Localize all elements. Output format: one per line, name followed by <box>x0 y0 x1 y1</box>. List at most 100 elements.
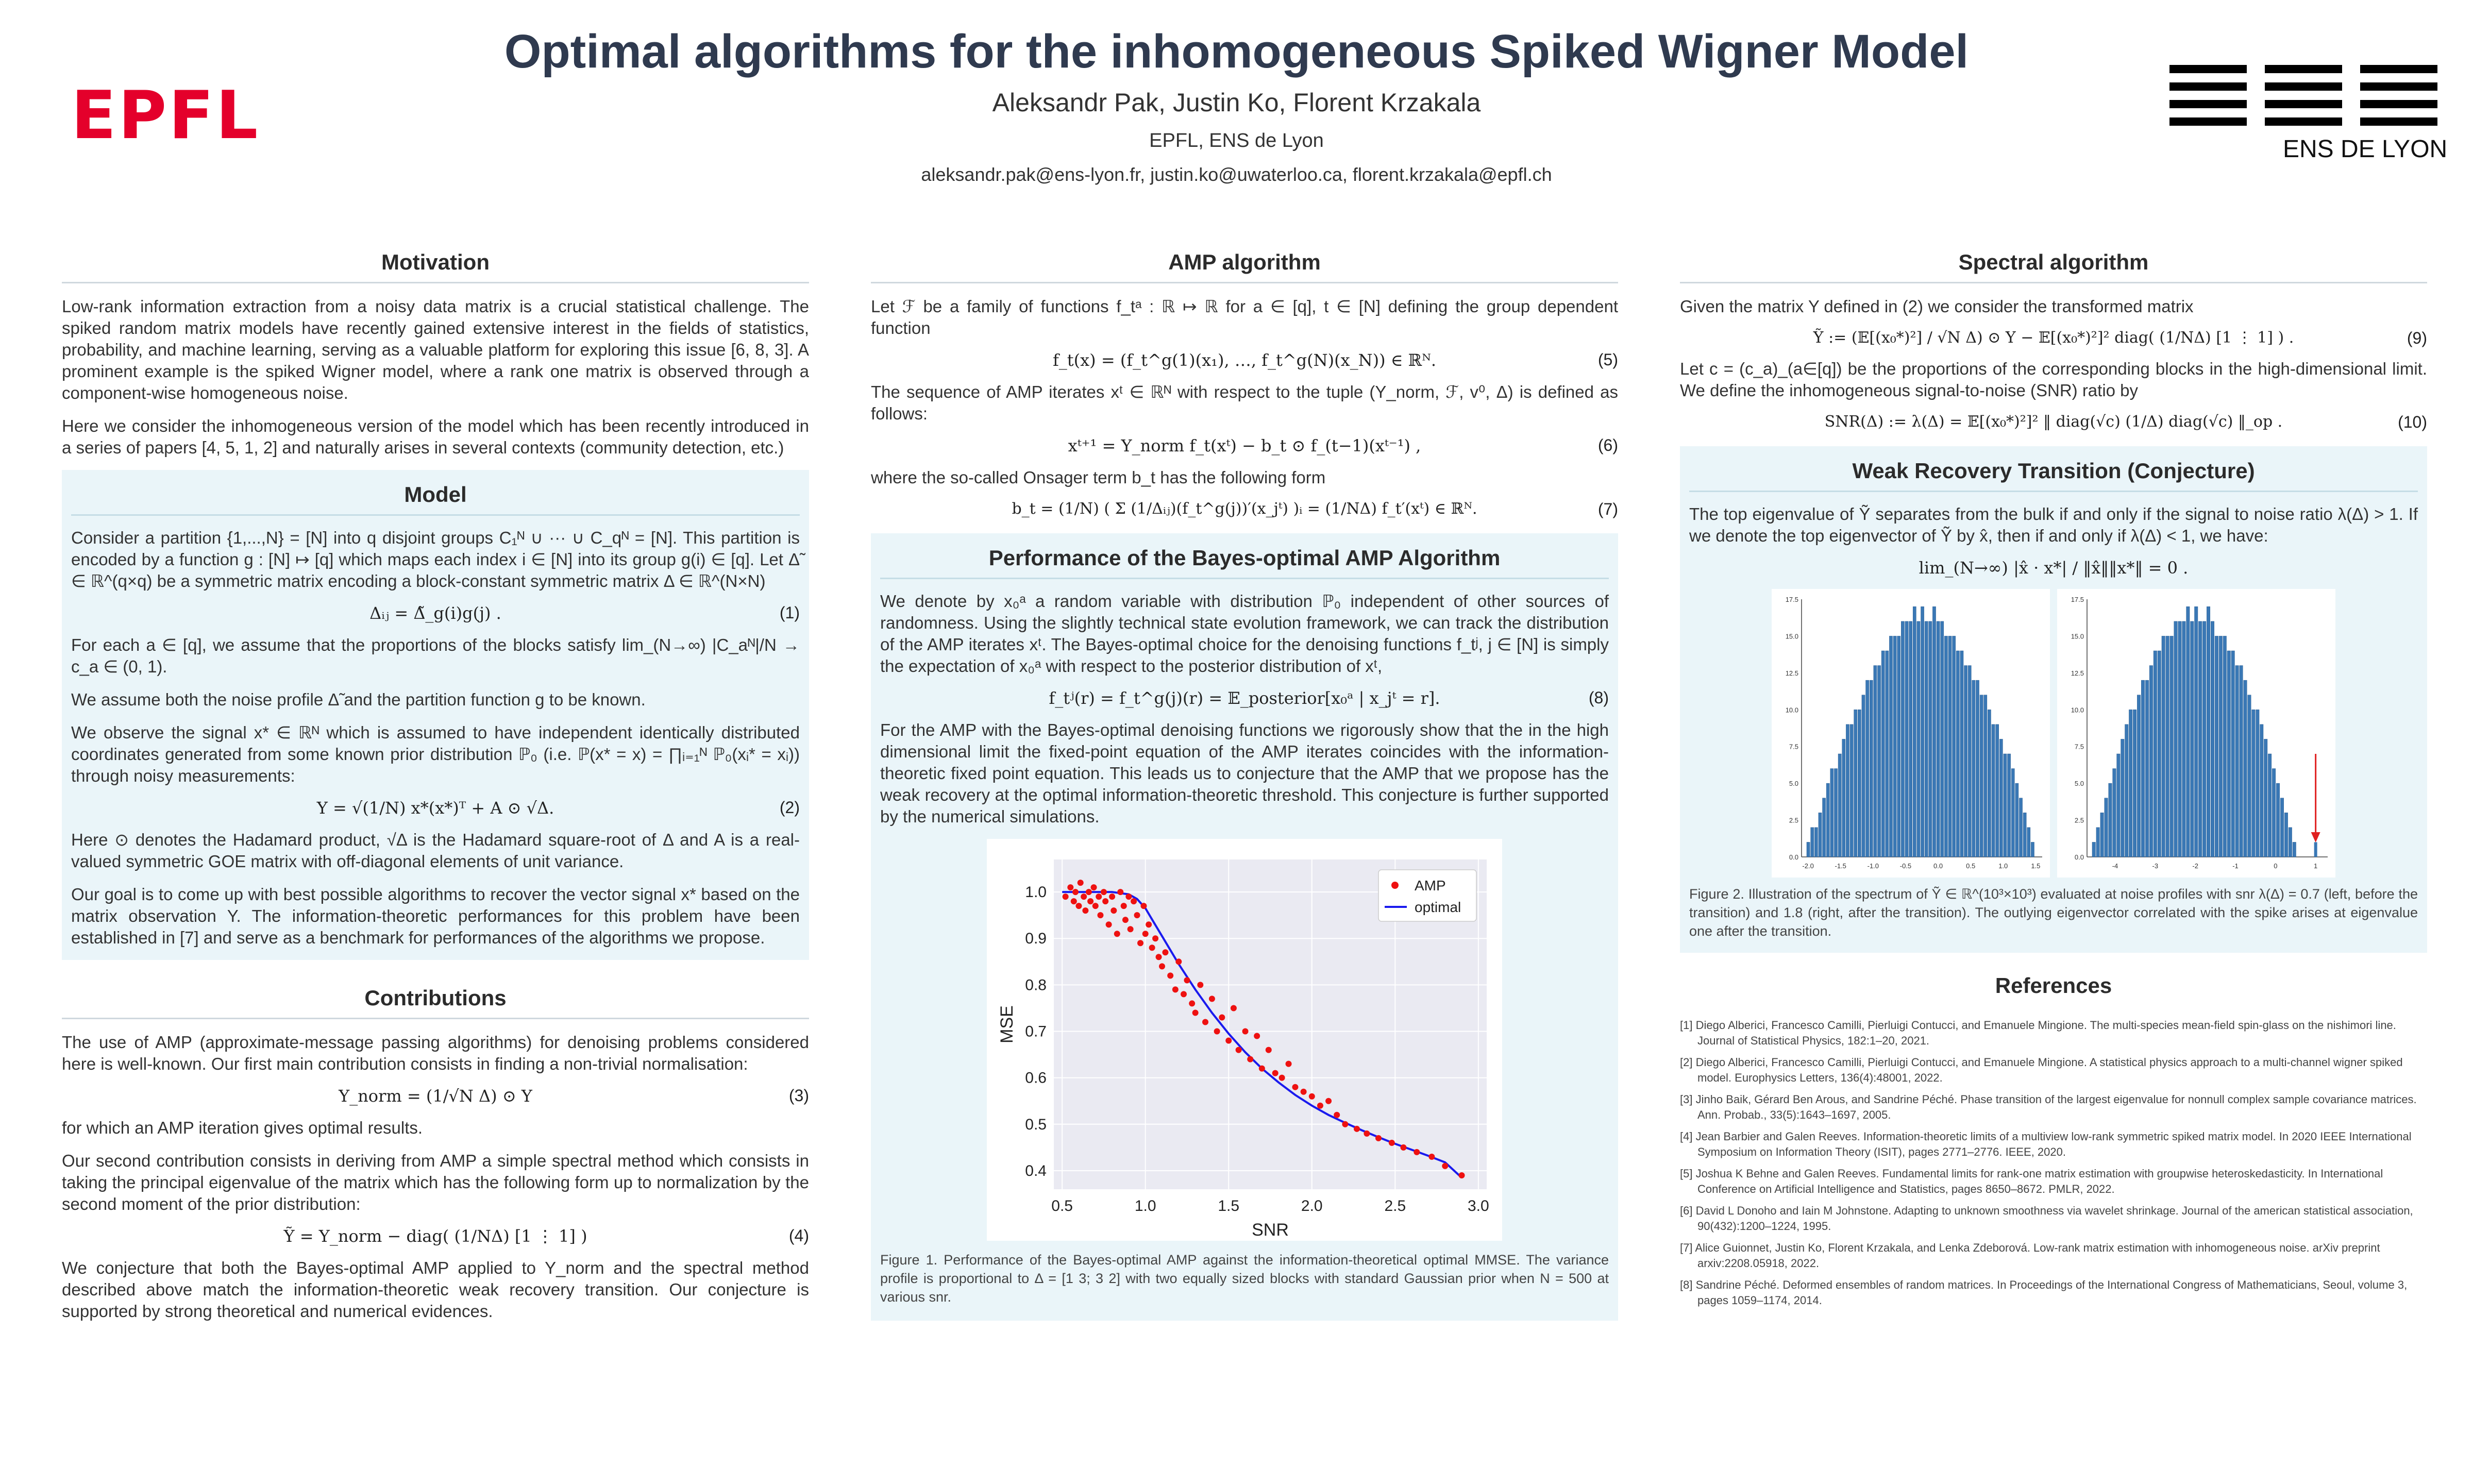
weak-recovery-equation: lim_(N→∞) |x̂ · x*| / ‖x̂‖‖x*‖ = 0 . <box>1919 558 2189 578</box>
amp-point <box>1096 893 1102 900</box>
histogram-bar <box>2031 842 2034 857</box>
amp-point <box>1122 917 1129 923</box>
performance-p2: For the AMP with the Bayes-optimal denoi… <box>880 720 1609 826</box>
histogram-bar <box>1967 665 1972 857</box>
model-p4: We observe the signal x* ∈ ℝᴺ which is a… <box>71 723 800 785</box>
amp-point <box>1159 963 1165 970</box>
x-tick-label: 2.5 <box>1384 1198 1406 1215</box>
x-tick-label: 3.0 <box>1468 1198 1489 1215</box>
reference-item: [7] Alice Guionnet, Justin Ko, Florent K… <box>1680 1241 2380 1270</box>
histogram-bar <box>2186 606 2190 857</box>
motivation-p2: Here we consider the inhomogeneous versi… <box>62 416 809 457</box>
histogram-bar <box>1964 665 1967 857</box>
histogram-bar <box>2007 753 2011 857</box>
middle-column: AMP algorithm Let ℱ be a family of funct… <box>871 250 1618 1321</box>
model-p5: Here ⊙ denotes the Hadamard product, √Δ … <box>71 830 800 871</box>
x-tick-label: 0 <box>2274 862 2277 870</box>
weak-recovery-title: Weak Recovery Transition (Conjecture) <box>1689 459 2418 492</box>
histogram-bar <box>2202 621 2207 857</box>
y-tick-label: 7.5 <box>2075 743 2084 751</box>
amp-point <box>1192 1009 1199 1016</box>
y-tick-label: 7.5 <box>1789 743 1798 751</box>
histogram-bar <box>1983 695 1988 857</box>
histogram-bar <box>2211 621 2214 857</box>
model-title: Model <box>71 482 800 516</box>
x-tick-label: 1.0 <box>1998 862 2008 870</box>
histogram-bar <box>1988 710 1991 857</box>
amp-point <box>1189 1000 1196 1007</box>
histogram-bar <box>1877 665 1881 857</box>
amp-point <box>1152 935 1159 942</box>
y-axis-label: MSE <box>997 1005 1017 1043</box>
amp-point <box>1364 1130 1370 1137</box>
x-tick-label: -0.5 <box>1900 862 1911 870</box>
amp-point <box>1334 1111 1340 1118</box>
amp-point <box>1181 991 1187 998</box>
legend-amp-label: AMP <box>1415 878 1446 893</box>
y-tick-label: 0.0 <box>2075 853 2084 861</box>
histogram-bar <box>1924 621 1928 857</box>
histogram-bar <box>2011 768 2015 857</box>
amp-p1: Let ℱ be a family of functions f_tᵃ : ℝ … <box>871 297 1618 338</box>
histogram-bar <box>1916 621 1921 857</box>
amp-point <box>1375 1135 1382 1141</box>
amp-point <box>1140 903 1147 909</box>
histogram-bar <box>2145 680 2149 857</box>
figure-2-caption: Figure 2. Illustration of the spectrum o… <box>1689 886 2418 939</box>
y-tick-label: 0.4 <box>1025 1162 1047 1179</box>
amp-point <box>1102 898 1109 905</box>
histogram-bar <box>2027 827 2031 857</box>
y-tick-label: 2.5 <box>1789 817 1798 824</box>
histogram-bar <box>2096 827 2100 857</box>
motivation-p1: Low-rank information extraction from a n… <box>62 297 809 402</box>
contributions-p2: for which an AMP iteration gives optimal… <box>62 1118 423 1137</box>
amp-point <box>1342 1121 1349 1127</box>
x-tick-label: 2.0 <box>1301 1198 1323 1215</box>
histogram-bar <box>1972 680 1976 857</box>
contributions-p3: Our second contribution consists in deri… <box>62 1151 809 1213</box>
equation-6: xᵗ⁺¹ = Y_norm f_t(xᵗ) − b_t ⊙ f_(t−1)(xᵗ… <box>1068 436 1618 456</box>
y-tick-label: 0.7 <box>1025 1023 1047 1040</box>
x-tick-label: 1 <box>2314 862 2317 870</box>
x-tick-label: 1.5 <box>2031 862 2040 870</box>
equation-1: Δᵢⱼ = Δ̃_g(i)g(j) . (1) <box>369 603 800 623</box>
amp-point <box>1062 893 1069 900</box>
amp-point <box>1097 912 1104 919</box>
x-tick-label: -4 <box>2112 862 2118 870</box>
histogram-bar <box>1858 710 1861 857</box>
histogram-bar <box>2214 636 2218 857</box>
x-tick-label: 0.0 <box>1933 862 1943 870</box>
x-tick-label: 1.0 <box>1135 1198 1156 1215</box>
ens-logo <box>2169 65 2437 126</box>
histogram-bar <box>2157 650 2161 857</box>
histogram-bar <box>1905 621 1909 857</box>
histogram-bar <box>2284 813 2288 857</box>
histogram-bar <box>2149 665 2153 857</box>
equation-4: Ỹ = Y_norm − diag( (1/NΔ) [1 ⋮ 1] ) (4) <box>283 1226 809 1246</box>
amp-title: AMP algorithm <box>871 250 1618 283</box>
histogram-bar <box>2182 621 2186 857</box>
histogram-bar <box>1869 680 1873 857</box>
histogram-bar <box>1885 650 1889 857</box>
contributions-p4: We conjecture that both the Bayes-optima… <box>62 1258 809 1321</box>
histogram-bar <box>1912 606 1916 857</box>
histogram-bar <box>2121 739 2125 857</box>
poster-title: Optimal algorithms for the inhomogeneous… <box>504 25 1969 78</box>
amp-point <box>1149 945 1155 951</box>
amp-point <box>1214 1028 1220 1035</box>
spectrum-histogram-right: 0.0 2.5 5.0 7.5 10.0 12.5 15.0 17.5 -4 -3 -2 -1 0 1 <box>2057 589 2335 878</box>
histogram-bar <box>1889 636 1893 857</box>
reference-item: [6] David L Donoho and Iain M Johnstone.… <box>1680 1204 2413 1233</box>
reference-item: [1] Diego Alberici, Francesco Camilli, P… <box>1680 1019 2396 1047</box>
amp-point <box>1442 1162 1449 1169</box>
amp-point <box>1085 889 1092 896</box>
amp-point <box>1125 893 1132 900</box>
weak-recovery-p1: The top eigenvalue of Ỹ separates from t… <box>1689 504 2418 545</box>
histogram-bar <box>2251 710 2256 857</box>
histogram-bar <box>1826 783 1830 857</box>
x-tick-label: 0.5 <box>1966 862 1975 870</box>
histogram-bar <box>2141 680 2145 857</box>
histogram-bar <box>2235 665 2239 857</box>
model-p1: Consider a partition {1,...,N} = [N] int… <box>71 528 800 591</box>
amp-point <box>1155 954 1162 960</box>
